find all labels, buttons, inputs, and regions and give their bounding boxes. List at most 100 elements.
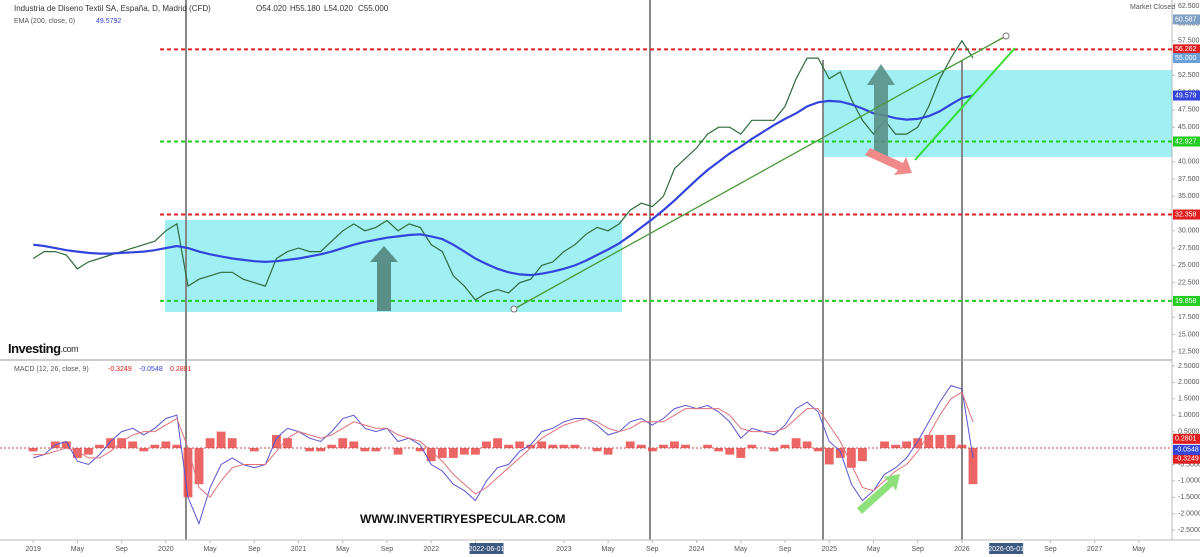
legend-entry: EMA (200, close, 0) xyxy=(14,18,75,25)
y-tick-label: 52.500 xyxy=(1178,72,1200,79)
histogram-bar xyxy=(426,448,436,462)
range-box xyxy=(165,220,622,312)
x-tick-label: May xyxy=(734,546,748,553)
x-tick-label: Sep xyxy=(1044,546,1057,553)
histogram-bar xyxy=(670,441,679,449)
histogram-bar xyxy=(139,448,149,452)
histogram-bar xyxy=(106,438,115,449)
histogram-bar xyxy=(559,444,569,449)
macd-label: -0.3249 xyxy=(1175,456,1199,463)
y-tick-label: 45.000 xyxy=(1178,124,1200,131)
level-label-box xyxy=(1173,14,1200,25)
histogram-bar xyxy=(769,448,779,452)
histogram-bar xyxy=(415,448,425,452)
x-tick-label: Sep xyxy=(911,546,924,553)
y-tick-label: 1.5000 xyxy=(1178,396,1200,403)
histogram-bar xyxy=(448,448,458,458)
y-tick-label: 37.500 xyxy=(1178,176,1200,183)
histogram-bar xyxy=(249,448,259,452)
histogram-bar xyxy=(537,441,547,449)
legend-value: -0.3249 xyxy=(108,366,132,373)
histogram-bar xyxy=(625,441,635,449)
x-tick-label: 2019 xyxy=(25,546,41,553)
histogram-bar xyxy=(880,441,889,449)
histogram-bar xyxy=(216,431,226,449)
histogram-bar xyxy=(360,448,370,452)
x-tick-label: May xyxy=(601,546,615,553)
level-label: 49.579 xyxy=(1175,92,1197,99)
macd-line xyxy=(33,385,974,526)
trend-line xyxy=(914,47,1016,161)
histogram-bar xyxy=(780,444,790,449)
macd-label: 0.2801 xyxy=(1175,436,1197,443)
y-tick-label: 12.500 xyxy=(1178,349,1200,356)
y-tick-label: 1.0000 xyxy=(1178,412,1200,419)
level-label: 32.358 xyxy=(1175,211,1197,218)
histogram-bar xyxy=(61,441,71,449)
histogram-bar xyxy=(791,438,801,449)
histogram-bar xyxy=(349,441,359,449)
histogram-bar xyxy=(592,448,602,452)
histogram-bar xyxy=(725,448,735,455)
x-marker-box xyxy=(989,543,1024,554)
level-label-box xyxy=(1173,53,1200,64)
level-label-box xyxy=(1173,44,1200,55)
level-label: 19.858 xyxy=(1175,298,1197,305)
y-tick-label: 15.000 xyxy=(1178,331,1200,338)
y-tick-label: 30.000 xyxy=(1178,228,1200,235)
y-tick-label: -2.0000 xyxy=(1178,511,1200,518)
legend-value: -0.0548 xyxy=(139,366,163,373)
x-tick-label: May xyxy=(336,546,350,553)
ohlc-open: O54.020 xyxy=(256,4,287,13)
histogram-bar xyxy=(84,448,93,455)
x-tick-label: Sep xyxy=(381,546,394,553)
x-tick-label: Sep xyxy=(646,546,659,553)
histogram-bar xyxy=(327,444,337,449)
x-tick-label: 2026 xyxy=(954,546,970,553)
logo-name: Investing xyxy=(8,341,61,356)
legend-value: 0.2801 xyxy=(170,366,192,373)
macd-label: -0.0548 xyxy=(1175,447,1199,454)
x-marker-box xyxy=(469,543,504,554)
ohlc-close: C55.000 xyxy=(358,4,389,13)
ohlc-high: H55.180 xyxy=(290,4,321,13)
histogram-bar xyxy=(393,448,403,455)
histogram-bar xyxy=(437,448,447,458)
x-tick-label: 2023 xyxy=(556,546,572,553)
x-tick-label: May xyxy=(1132,546,1146,553)
histogram-bar xyxy=(305,448,315,452)
histogram-bar xyxy=(227,438,237,449)
x-tick-label: Sep xyxy=(248,546,261,553)
x-tick-label: 2020 xyxy=(158,546,174,553)
histogram-bar xyxy=(835,448,845,458)
chart-title: Industria de Diseno Textil SA, España, D… xyxy=(14,4,211,13)
histogram-bar xyxy=(891,444,901,449)
y-tick-label: 25.000 xyxy=(1178,262,1200,269)
x-tick-label: 2027 xyxy=(1087,546,1103,553)
y-tick-label: 0.5000 xyxy=(1178,428,1200,435)
histogram-bar xyxy=(636,444,646,449)
histogram-bar xyxy=(824,448,834,465)
histogram-bar xyxy=(968,448,978,485)
trend-handle xyxy=(510,305,518,313)
level-label-box xyxy=(1173,90,1200,101)
level-label: 42.927 xyxy=(1175,138,1197,145)
x-tick-label: May xyxy=(71,546,85,553)
histogram-bar xyxy=(283,438,292,449)
histogram-bar xyxy=(338,438,348,449)
ema-line xyxy=(33,94,974,277)
level-label-box xyxy=(1173,295,1200,306)
logo: Investing.com xyxy=(8,341,78,356)
y-tick-label: 62.500 xyxy=(1178,3,1200,10)
watermark: WWW.INVERTIRYESPECULAR.COM xyxy=(360,512,566,526)
y-tick-label: 57.500 xyxy=(1178,38,1200,45)
histogram-bar xyxy=(128,441,138,449)
trend-line xyxy=(513,35,1007,310)
x-tick-label: Sep xyxy=(115,546,128,553)
histogram-bar xyxy=(857,448,867,462)
x-marker-label: 2022-06-01 xyxy=(469,546,505,553)
market-status: Market Closed xyxy=(1130,4,1175,11)
x-marker-label: 2026-05-01 xyxy=(988,546,1024,553)
histogram-bar xyxy=(935,434,945,449)
x-tick-label: 2025 xyxy=(821,546,837,553)
